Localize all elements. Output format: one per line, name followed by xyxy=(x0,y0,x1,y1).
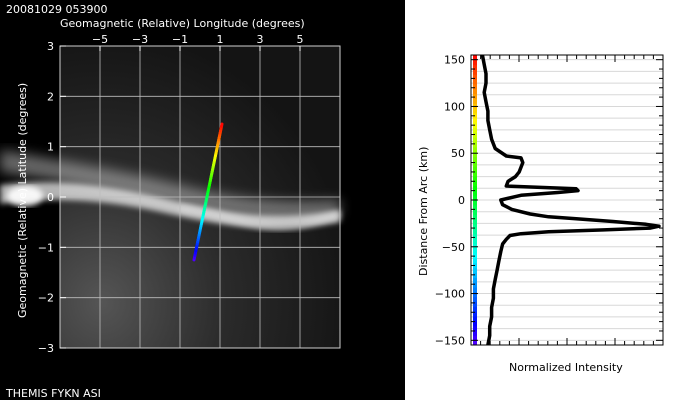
colorbar-segment xyxy=(473,59,477,66)
colorbar-segment xyxy=(473,69,477,75)
colorbar-segment xyxy=(473,151,477,157)
y-tick-labels: 3 2 1 0 −1 −2 −3 xyxy=(38,40,66,355)
colorbar-segment xyxy=(473,171,477,177)
colorbar-segment xyxy=(473,320,477,327)
profile-y-tick-label: 150 xyxy=(444,54,465,67)
colorbar-segment xyxy=(473,127,477,133)
colorbar-segment xyxy=(473,180,477,186)
profile-y-tick-label: −50 xyxy=(442,241,465,254)
colorbar-segment xyxy=(473,224,477,230)
x-tick-label: −3 xyxy=(132,33,148,46)
profile-tick-marks xyxy=(470,55,664,345)
y-tick-label: −2 xyxy=(38,292,54,305)
colorbar-segment xyxy=(473,233,477,240)
profile-y-tick-label: 0 xyxy=(458,194,465,207)
slice-line xyxy=(192,122,224,262)
colorbar-segment xyxy=(473,74,477,80)
x-tick-label: 5 xyxy=(297,33,304,46)
x-tick-label: 3 xyxy=(257,33,264,46)
colorbar-segment xyxy=(473,200,477,206)
colorbar-segment xyxy=(473,175,477,182)
colorbar-segment xyxy=(473,301,477,307)
profile-y-tick-labels: 150 100 50 0 −50 −100 −150 xyxy=(435,54,465,348)
timestamp-label: 20081029 053900 xyxy=(6,3,107,16)
profile-y-tick-label: −100 xyxy=(435,288,465,301)
y-axis-title: Geomagnetic (Relative) Latitude (degrees… xyxy=(16,83,29,318)
profile-y-tick-label: 50 xyxy=(451,147,465,160)
profile-y-tick-label: −150 xyxy=(435,334,465,347)
x-axis-title: Geomagnetic (Relative) Longitude (degree… xyxy=(60,17,305,30)
y-tick-label: 0 xyxy=(47,191,54,204)
colorbar-segment xyxy=(473,340,477,346)
colorbar-segment xyxy=(473,214,477,220)
colorbar-segment xyxy=(473,146,477,153)
colorbar-segment xyxy=(473,190,477,196)
colorbar-segment xyxy=(473,316,477,322)
colorbar-segment xyxy=(473,330,477,336)
colorbar-segment xyxy=(473,287,477,293)
colorbar-segment xyxy=(473,291,477,298)
colorbar-segment xyxy=(473,137,477,143)
colorbar-segment xyxy=(473,248,477,254)
colorbar-segment xyxy=(473,229,477,235)
colorbar-segment xyxy=(473,161,477,167)
y-tick-label: 3 xyxy=(47,40,54,53)
colorbar-segment xyxy=(473,277,477,283)
intensity-profile-plot: 150 100 50 0 −50 −100 −150 Distance From Arc (… xyxy=(417,54,664,374)
colorbar-segment xyxy=(473,243,477,249)
colorbar-segment xyxy=(473,325,477,331)
colorbar-segment xyxy=(473,258,477,264)
colorbar-segment xyxy=(473,209,477,215)
colorbar-segment xyxy=(473,156,477,162)
colorbar-segment xyxy=(473,166,477,172)
x-tick-label: −5 xyxy=(92,33,108,46)
y-tick-label: 2 xyxy=(47,90,54,103)
colorbar-segment xyxy=(473,282,477,288)
intensity-profile-panel: 150 100 50 0 −50 −100 −150 Distance From Arc (… xyxy=(405,0,700,400)
colorbar-segment xyxy=(473,219,477,225)
colorbar-segment xyxy=(473,195,477,201)
y-tick-label: −3 xyxy=(38,342,54,355)
x-tick-labels: −5 −3 −1 1 3 5 xyxy=(92,33,304,51)
colorbar-segment xyxy=(473,88,477,95)
profile-grid-lines xyxy=(471,59,663,341)
y-tick-label: 1 xyxy=(47,141,54,154)
asi-image-panel: −5 −3 −1 1 3 5 3 2 1 0 −1 −2 −3 20081029 053900 Geo… xyxy=(0,0,405,400)
colorbar-segment xyxy=(473,296,477,302)
colorbar-segment xyxy=(473,108,477,114)
x-tick-label: −1 xyxy=(172,33,188,46)
x-tick-label: 1 xyxy=(217,33,224,46)
profile-x-axis-title: Normalized Intensity xyxy=(509,361,623,374)
colorbar-segment xyxy=(473,55,477,61)
intensity-profile-line xyxy=(480,54,661,346)
instrument-footer: THEMIS FYKN ASI xyxy=(5,387,101,400)
colorbar-segment xyxy=(473,311,477,317)
colorbar-segment xyxy=(473,185,477,191)
colorbar-segment xyxy=(473,267,477,273)
y-tick-label: −1 xyxy=(38,241,54,254)
colorbar-segment xyxy=(473,117,477,124)
profile-y-axis-title: Distance From Arc (km) xyxy=(417,147,430,276)
profile-y-tick-label: 100 xyxy=(444,100,465,113)
colorbar-segment xyxy=(473,84,477,90)
colorbar-segment xyxy=(473,79,477,85)
colorbar-segment xyxy=(473,238,477,244)
colorbar-segment xyxy=(473,93,477,99)
colorbar-segment xyxy=(473,142,477,148)
colorbar-segment xyxy=(473,64,477,70)
colorbar-segment xyxy=(473,306,477,312)
colorbar-segment xyxy=(473,98,477,104)
asi-image-plot: −5 −3 −1 1 3 5 3 2 1 0 −1 −2 −3 20081029 053900 Geo… xyxy=(0,3,341,400)
colorbar-segment xyxy=(473,204,477,211)
colorbar-segment xyxy=(473,335,477,341)
